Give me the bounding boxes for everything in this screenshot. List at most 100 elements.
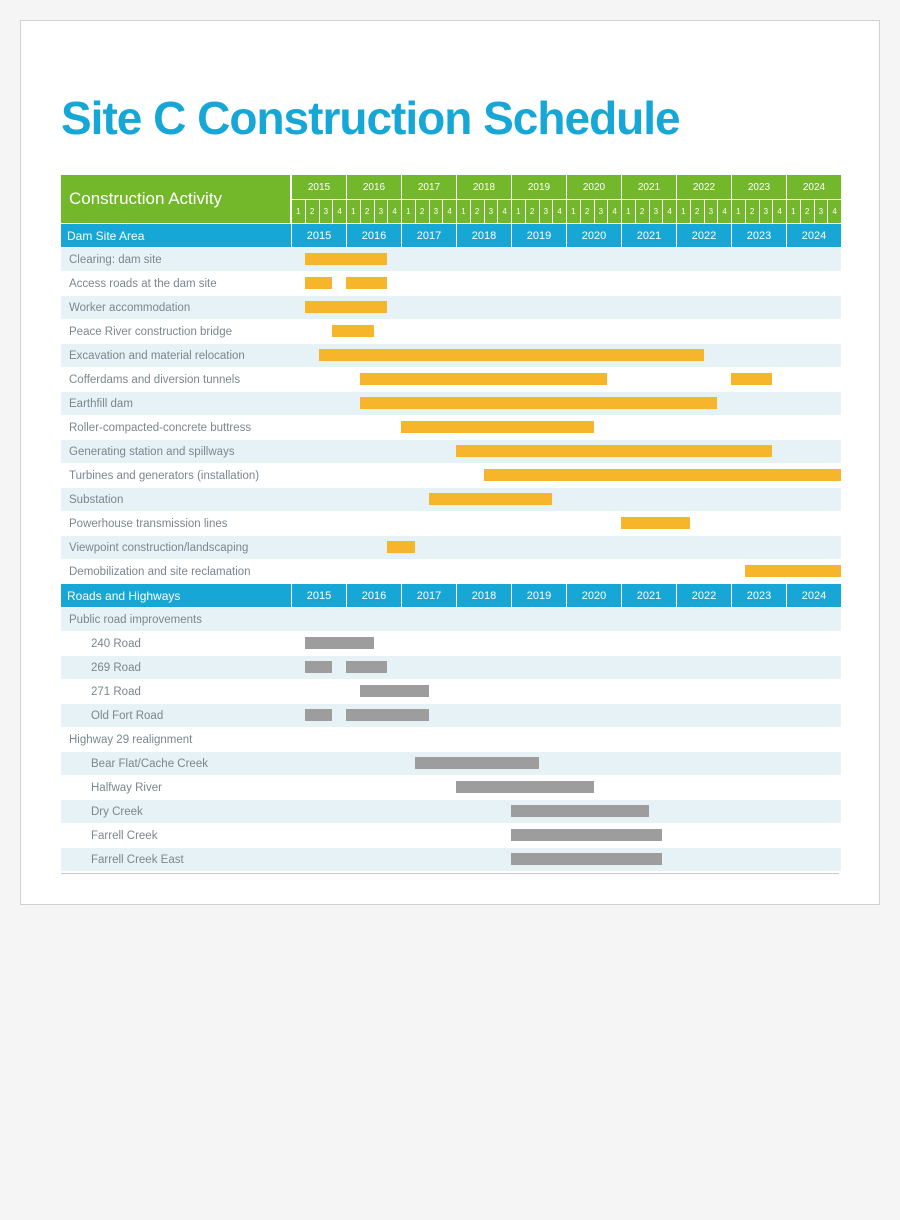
task-track <box>291 512 841 535</box>
task-label: Generating station and spillways <box>61 440 291 463</box>
header-quarter-cell: 4 <box>717 199 731 223</box>
task-label: 240 Road <box>61 632 291 655</box>
header-quarter-cell: 3 <box>319 199 333 223</box>
task-row: Clearing: dam site <box>61 247 841 271</box>
section-title: Dam Site Area <box>61 224 291 247</box>
task-label: Farrell Creek East <box>61 848 291 871</box>
gantt-bar <box>305 277 333 289</box>
task-label: 269 Road <box>61 656 291 679</box>
task-label: Peace River construction bridge <box>61 320 291 343</box>
task-track <box>291 680 841 703</box>
header-quarter-cell: 3 <box>759 199 773 223</box>
gantt-bar <box>511 853 662 865</box>
task-label: Roller-compacted-concrete buttress <box>61 416 291 439</box>
task-row: Old Fort Road <box>61 703 841 727</box>
header-quarter-cell: 1 <box>291 199 305 223</box>
gantt-bar <box>401 421 594 433</box>
task-label: Worker accommodation <box>61 296 291 319</box>
task-label: Access roads at the dam site <box>61 272 291 295</box>
header-quarter-cell: 1 <box>676 199 690 223</box>
header-quarter-cell: 2 <box>470 199 484 223</box>
task-row: Excavation and material relocation <box>61 343 841 367</box>
header-quarter-cell: 4 <box>332 199 346 223</box>
header-quarter-cell: 2 <box>580 199 594 223</box>
task-label: Halfway River <box>61 776 291 799</box>
gantt-bar <box>346 277 387 289</box>
task-label: Farrell Creek <box>61 824 291 847</box>
section-year-cell: 2022 <box>676 584 731 607</box>
section-year-cell: 2023 <box>731 584 786 607</box>
gantt-bar <box>346 709 429 721</box>
header-quarter-cell: 1 <box>401 199 415 223</box>
task-track <box>291 272 841 295</box>
header-quarter-cell: 3 <box>484 199 498 223</box>
task-label: Turbines and generators (installation) <box>61 464 291 487</box>
task-label: Public road improvements <box>61 608 291 631</box>
task-track <box>291 488 841 511</box>
task-row: Powerhouse transmission lines <box>61 511 841 535</box>
task-label: Clearing: dam site <box>61 248 291 271</box>
task-row: Worker accommodation <box>61 295 841 319</box>
section-year-cell: 2021 <box>621 224 676 247</box>
gantt-bar <box>305 637 374 649</box>
gantt-bar <box>621 517 690 529</box>
header-quarter-cell: 4 <box>662 199 676 223</box>
header-quarter-cell: 1 <box>621 199 635 223</box>
task-label: Old Fort Road <box>61 704 291 727</box>
header-year-cell: 2020 <box>566 175 621 199</box>
task-label: Substation <box>61 488 291 511</box>
task-row: Demobilization and site reclamation <box>61 559 841 583</box>
task-track <box>291 464 841 487</box>
section-year-cell: 2019 <box>511 224 566 247</box>
header-quarter-cell: 2 <box>800 199 814 223</box>
task-track <box>291 344 841 367</box>
header-quarter-cell: 1 <box>731 199 745 223</box>
gantt-bar <box>731 373 772 385</box>
header-quarter-cell: 3 <box>649 199 663 223</box>
header-year-cell: 2024 <box>786 175 841 199</box>
task-track <box>291 752 841 775</box>
task-label: Powerhouse transmission lines <box>61 512 291 535</box>
section-year-cell: 2023 <box>731 224 786 247</box>
header-quarter-cell: 4 <box>607 199 621 223</box>
task-track <box>291 728 841 751</box>
task-row: Dry Creek <box>61 799 841 823</box>
task-track <box>291 320 841 343</box>
gantt-bar <box>360 685 429 697</box>
section-year-cell: 2018 <box>456 584 511 607</box>
task-row: 240 Road <box>61 631 841 655</box>
header-quarter-row: 1234123412341234123412341234123412341234 <box>291 199 841 223</box>
header-year-row: 2015201620172018201920202021202220232024 <box>291 175 841 199</box>
section-year-cell: 2016 <box>346 584 401 607</box>
header-year-cell: 2016 <box>346 175 401 199</box>
gantt-bar <box>360 397 718 409</box>
header-quarter-cell: 4 <box>387 199 401 223</box>
header-quarter-cell: 2 <box>415 199 429 223</box>
section-year-cell: 2018 <box>456 224 511 247</box>
task-row: Turbines and generators (installation) <box>61 463 841 487</box>
header-quarter-cell: 1 <box>566 199 580 223</box>
task-row: Farrell Creek <box>61 823 841 847</box>
gantt-bar <box>745 565 841 577</box>
header-quarter-cell: 3 <box>594 199 608 223</box>
header-year-cell: 2019 <box>511 175 566 199</box>
header-quarter-cell: 1 <box>456 199 470 223</box>
header-quarter-cell: 3 <box>539 199 553 223</box>
task-track <box>291 248 841 271</box>
task-row: Cofferdams and diversion tunnels <box>61 367 841 391</box>
gantt-bar <box>305 661 333 673</box>
task-track <box>291 848 841 871</box>
header-timeline: 2015201620172018201920202021202220232024… <box>291 175 841 223</box>
section-year-cell: 2020 <box>566 584 621 607</box>
section-title: Roads and Highways <box>61 584 291 607</box>
header-quarter-cell: 3 <box>704 199 718 223</box>
gantt-bar <box>319 349 704 361</box>
page-title: Site C Construction Schedule <box>61 91 839 145</box>
task-track <box>291 800 841 823</box>
task-track <box>291 776 841 799</box>
gantt-bar <box>456 781 594 793</box>
task-row: Roller-compacted-concrete buttress <box>61 415 841 439</box>
task-track <box>291 608 841 631</box>
section-year-cell: 2022 <box>676 224 731 247</box>
header-quarter-cell: 2 <box>635 199 649 223</box>
